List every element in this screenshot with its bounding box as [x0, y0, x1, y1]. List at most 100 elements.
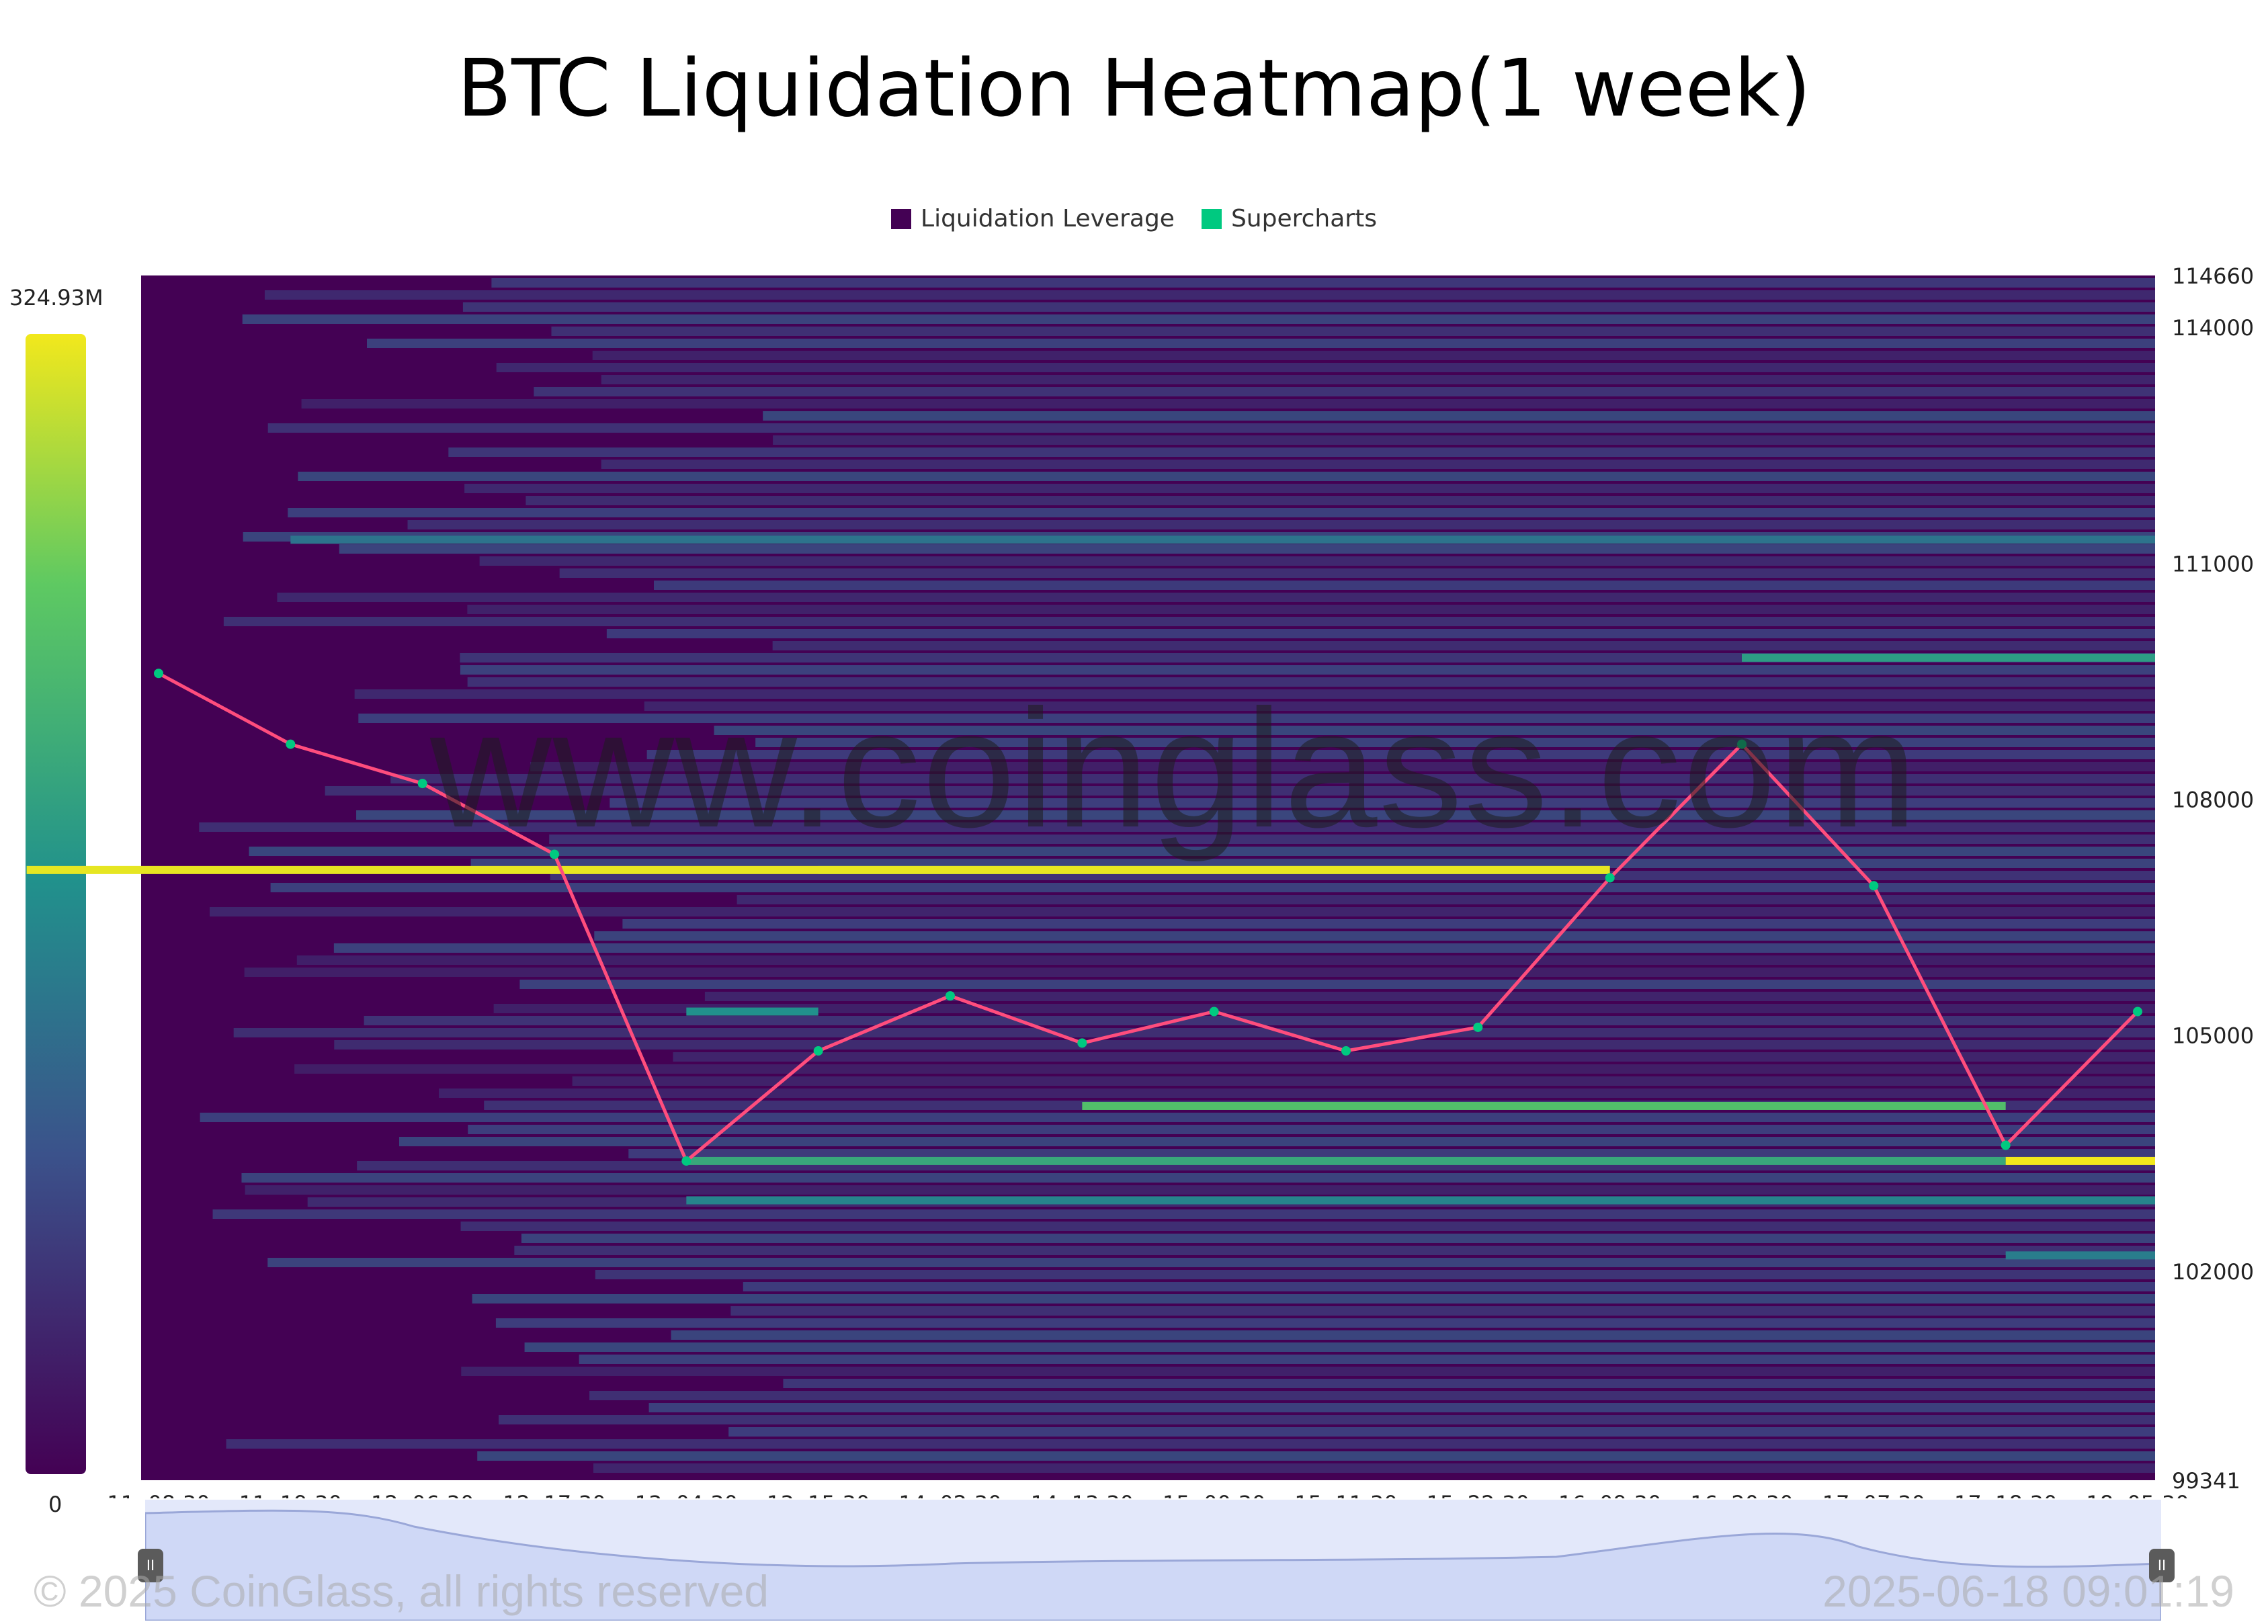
heatmap-row [270, 883, 2156, 892]
heatmap-row [333, 943, 2155, 953]
time-navigator[interactable] [144, 1500, 2162, 1622]
heatmap-row [495, 1318, 2155, 1328]
x-tick-label: 12, 06:30 [371, 1491, 474, 1498]
x-tick-label: 15, 00:30 [1163, 1491, 1265, 1498]
y-tick-label: 102000 [2172, 1259, 2254, 1285]
x-tick-label: 14, 13:30 [1031, 1491, 1134, 1498]
heatmap-row [356, 810, 2155, 820]
heatmap-row [530, 762, 2156, 771]
heatmap-row [209, 907, 2155, 916]
navigator-overview [144, 1509, 2162, 1622]
heatmap-row [200, 1113, 2155, 1122]
liquidation-band [26, 865, 1610, 874]
price-point [1605, 873, 1615, 883]
heatmap-row [606, 629, 2156, 638]
heatmap-row [592, 351, 2155, 360]
heatmap-row [464, 484, 2156, 493]
heatmap-row [730, 1306, 2155, 1316]
liquidation-band [290, 536, 2156, 544]
heatmap-row [249, 847, 2156, 856]
heatmap-row [519, 980, 2156, 989]
heatmap-row [534, 387, 2155, 396]
heatmap-row [644, 701, 2156, 711]
heatmap-row [496, 363, 2155, 372]
heatmap-row [654, 581, 2156, 590]
heatmap-row [521, 1234, 2155, 1243]
x-tick-label: 12, 17:30 [503, 1491, 605, 1498]
heatmap-row [763, 411, 2155, 421]
legend-swatch-liquidation [891, 208, 912, 229]
heatmap-row [245, 1185, 2155, 1195]
heatmap-row [439, 1088, 2155, 1098]
heatmap-row [472, 1294, 2155, 1304]
heatmap-row [714, 726, 2155, 735]
price-point [286, 739, 296, 749]
price-point [2133, 1007, 2142, 1017]
x-tick-label: 15, 11:30 [1294, 1491, 1397, 1498]
price-point [1209, 1007, 1219, 1017]
heatmap-row [390, 774, 2155, 783]
heatmap-row [358, 714, 2155, 723]
heatmap-row [468, 1125, 2156, 1134]
heatmap-row [226, 1439, 2156, 1449]
heatmap-row [407, 520, 2155, 529]
legend-label-liquidation: Liquidation Leverage [921, 205, 1175, 232]
price-point [1341, 1046, 1351, 1056]
heatmap-row [242, 314, 2155, 324]
heatmap-row [477, 1451, 2156, 1461]
liquidation-band [1742, 653, 2155, 662]
price-line [157, 671, 2139, 1163]
heatmap-row [233, 1028, 2156, 1037]
heatmap-row [448, 447, 2155, 457]
heatmap-row [673, 1052, 2156, 1062]
liquidation-band [2005, 1251, 2155, 1260]
color-scale-max-label: 324.93M [9, 285, 103, 310]
heatmap-chart[interactable]: 11, 08:30 11, 19:30 12, 06:30 12, 17:30 13, … [0, 0, 2268, 1498]
heatmap-row [524, 1342, 2155, 1352]
heatmap-row [399, 1137, 2155, 1146]
navigator-right-handle[interactable]: II [2149, 1549, 2175, 1582]
heatmap-row [499, 1415, 2156, 1424]
heatmap-row [704, 992, 2155, 1001]
legend-item-supercharts[interactable]: Supercharts [1201, 205, 1377, 232]
heatmap-row [594, 931, 2156, 941]
heatmap-row [572, 1076, 2155, 1086]
x-tick-label: 13, 04:30 [635, 1491, 738, 1498]
price-point [550, 849, 559, 859]
chart-legend: Liquidation Leverage Supercharts [0, 205, 2268, 232]
timestamp-text: 2025-06-18 09:01:19 [1822, 1566, 2234, 1616]
heatmap-row [460, 653, 2155, 663]
color-scale-bar [26, 334, 86, 1474]
heatmap-row [595, 1270, 2155, 1279]
heatmap-row [288, 508, 2156, 517]
heatmap-row [579, 1355, 2155, 1364]
navigator-left-handle[interactable]: II [138, 1549, 163, 1582]
heatmap-row [589, 1391, 2156, 1400]
heatmap-row [601, 460, 2156, 469]
heatmap-row [366, 339, 2155, 348]
heatmap-row [339, 544, 2155, 554]
y-tick-label: 99341 [2172, 1468, 2240, 1494]
heatmap-row [743, 1282, 2155, 1291]
price-point [813, 1046, 823, 1056]
x-tick-label: 11, 19:30 [239, 1491, 342, 1498]
price-point [2001, 1140, 2011, 1150]
heatmap-row [223, 617, 2156, 626]
heatmap-row [264, 290, 2155, 300]
x-tick-label: 18, 05:30 [2086, 1491, 2189, 1498]
legend-item-liquidation-leverage[interactable]: Liquidation Leverage [891, 205, 1175, 232]
heatmap-row [199, 822, 2156, 832]
y-tick-label: 114000 [2172, 315, 2254, 341]
liquidation-band [2005, 1156, 2155, 1165]
heatmap-row [648, 1403, 2156, 1412]
heatmap-row [737, 895, 2156, 904]
heatmap-row [296, 955, 2155, 965]
heatmap-row [470, 859, 2155, 868]
heatmap-row [551, 327, 2155, 336]
heatmap-row [460, 665, 2156, 675]
x-tick-label: 15, 22:30 [1427, 1491, 1529, 1498]
heatmap-row [467, 677, 2156, 687]
price-point [154, 669, 163, 679]
legend-label-supercharts: Supercharts [1230, 205, 1377, 232]
heatmap-row [755, 738, 2156, 747]
